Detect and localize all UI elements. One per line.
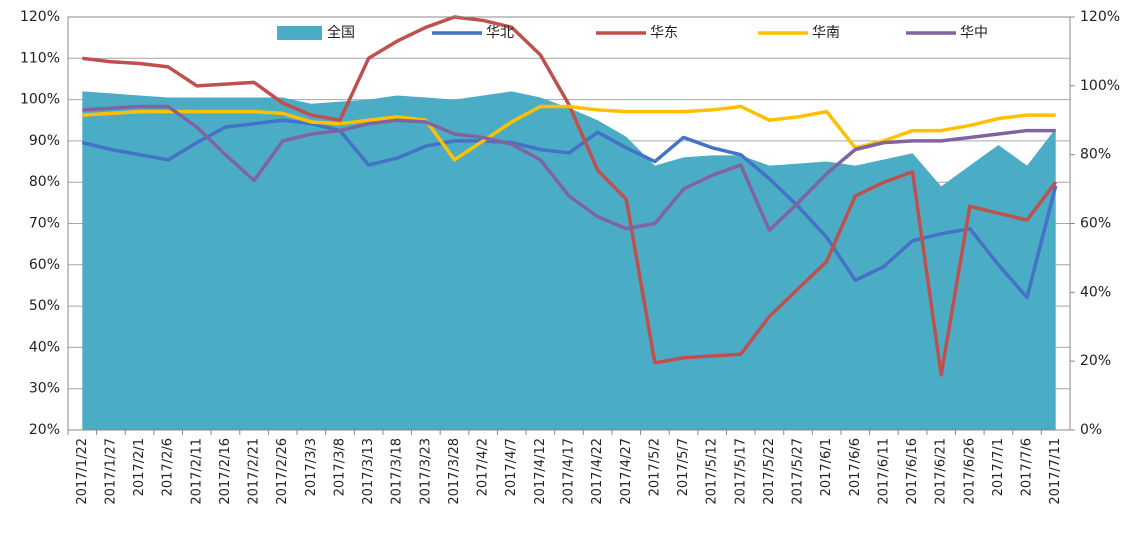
- y-tick-label: 50%: [29, 298, 60, 314]
- x-tick-label: 2017/5/17: [733, 438, 748, 505]
- legend-label: 华北: [486, 25, 514, 41]
- x-tick-label: 2017/3/23: [418, 438, 433, 505]
- x-tick-label: 2017/1/22: [75, 438, 90, 505]
- x-tick-label: 2017/3/18: [390, 438, 405, 505]
- x-tick-label: 2017/7/6: [1020, 438, 1035, 496]
- y-tick-label: 40%: [29, 339, 60, 355]
- x-tick-label: 2017/4/7: [504, 438, 519, 496]
- x-tick-label: 2017/4/17: [562, 438, 577, 505]
- x-tick-label: 2017/7/11: [1048, 438, 1063, 505]
- y2-tick-label: 0%: [1080, 422, 1102, 438]
- x-tick-label: 2017/4/27: [619, 438, 634, 505]
- x-tick-label: 2017/7/1: [991, 438, 1006, 496]
- legend-swatch: [277, 26, 322, 40]
- y2-tick-label: 80%: [1080, 147, 1111, 163]
- x-tick-label: 2017/2/26: [275, 438, 290, 505]
- x-tick-label: 2017/3/3: [304, 438, 319, 496]
- x-tick-label: 2017/2/16: [218, 438, 233, 505]
- y2-tick-label: 60%: [1080, 216, 1111, 232]
- line: [82, 104, 1056, 233]
- x-tick-label: 2017/6/21: [934, 438, 949, 505]
- x-tick-label: 2017/4/2: [476, 438, 491, 496]
- x-tick-label: 2017/4/22: [590, 438, 605, 505]
- x-tick-label: 2017/6/1: [819, 438, 834, 496]
- y-tick-label: 60%: [29, 257, 60, 273]
- x-tick-label: 2017/3/8: [332, 438, 347, 496]
- x-tick-label: 2017/6/26: [962, 438, 977, 505]
- x-tick-label: 2017/2/11: [189, 438, 204, 505]
- y-tick-label: 90%: [29, 133, 60, 149]
- x-tick-label: 2017/1/27: [103, 438, 118, 505]
- legend-label: 华中: [960, 25, 988, 41]
- y2-tick-label: 20%: [1080, 353, 1111, 369]
- area: [82, 91, 1056, 430]
- x-tick-label: 2017/5/7: [676, 438, 691, 496]
- x-tick-label: 2017/5/2: [647, 438, 662, 496]
- line: [81, 118, 1058, 300]
- x-tick-label: 2017/4/12: [533, 438, 548, 505]
- line: [82, 104, 1056, 162]
- x-tick-label: 2017/5/22: [762, 438, 777, 505]
- x-tick-label: 2017/6/16: [905, 438, 920, 505]
- plot-frame: [67, 16, 1071, 431]
- y-tick-label: 80%: [29, 174, 60, 190]
- y-tick-label: 30%: [29, 381, 60, 397]
- x-tick-label: 2017/3/13: [361, 438, 376, 505]
- y2-tick-label: 100%: [1080, 78, 1120, 94]
- x-tick-label: 2017/2/6: [161, 438, 176, 496]
- x-tick-label: 2017/5/27: [791, 438, 806, 505]
- y2-tick-label: 120%: [1080, 9, 1120, 25]
- x-tick-label: 2017/3/28: [447, 438, 462, 505]
- y-tick-label: 20%: [29, 422, 60, 438]
- x-tick-label: 2017/5/12: [705, 438, 720, 505]
- legend-label: 华东: [650, 25, 678, 41]
- x-tick-label: 2017/2/21: [247, 438, 262, 505]
- x-tick-label: 2017/6/11: [876, 438, 891, 505]
- y2-tick-label: 40%: [1080, 284, 1111, 300]
- x-tick-label: 2017/2/1: [132, 438, 147, 496]
- legend-label: 华南: [812, 25, 840, 41]
- legend-label: 全国: [327, 24, 355, 41]
- y-tick-label: 120%: [20, 9, 60, 25]
- y-tick-label: 110%: [20, 50, 60, 66]
- y-tick-label: 100%: [20, 92, 60, 108]
- x-tick-label: 2017/6/6: [848, 438, 863, 496]
- y-tick-label: 70%: [29, 216, 60, 232]
